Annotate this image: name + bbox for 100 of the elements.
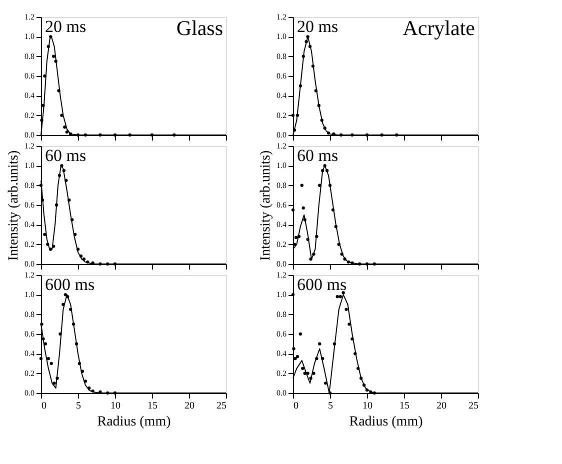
x-tick-label: 15 (400, 400, 410, 412)
x-tick-label: 20 (184, 400, 194, 412)
x-tick-label: 5 (76, 400, 81, 412)
point (360, 376, 363, 380)
point (311, 64, 315, 68)
point (62, 169, 66, 172)
point (62, 302, 65, 306)
y-tick-label: 0.0 (276, 388, 286, 398)
point (150, 133, 154, 137)
y-tick-label: 0.4 (24, 349, 34, 358)
y-tick-label: 0.2 (276, 110, 286, 120)
point (46, 357, 50, 360)
point (294, 357, 297, 360)
y-tick-label: 0.8 (276, 52, 286, 61)
point (365, 262, 369, 266)
point (306, 35, 310, 38)
point (54, 203, 58, 207)
point (298, 84, 302, 88)
point (79, 254, 83, 258)
x-tick-label: 15 (148, 400, 158, 412)
point (343, 258, 346, 261)
point (338, 295, 342, 298)
y-tick-label: 1.0 (24, 161, 34, 170)
x-tick-label: 25 (468, 400, 478, 412)
point (326, 131, 330, 135)
chart-title: 20 ms (297, 17, 338, 36)
y-tick-label: 0.0 (24, 388, 34, 398)
y-tick-label: 0.2 (276, 240, 286, 249)
point (358, 262, 362, 266)
point (315, 234, 318, 238)
point (320, 118, 324, 122)
point (76, 248, 80, 251)
point (324, 382, 328, 385)
point (372, 262, 376, 266)
y-tick-label: 1.0 (276, 32, 286, 42)
point (321, 357, 324, 360)
point (296, 114, 300, 117)
point (113, 133, 117, 137)
point (395, 133, 398, 137)
x-tick-label: 10 (362, 400, 372, 412)
point (365, 133, 369, 137)
x-axis-title: Radius (mm) (97, 414, 172, 430)
point (323, 164, 326, 168)
point (42, 337, 45, 340)
point (344, 308, 348, 311)
y-tick-label: 1.0 (24, 290, 34, 300)
point (49, 35, 52, 38)
point (44, 342, 48, 346)
point (309, 376, 312, 380)
point (348, 322, 351, 326)
point (340, 252, 344, 256)
point (323, 126, 326, 130)
point (52, 54, 56, 58)
point (346, 260, 350, 264)
y-tick-label: 0.0 (276, 130, 286, 140)
point (342, 291, 345, 294)
point (64, 178, 68, 182)
chart-title: 60 ms (45, 146, 86, 165)
y-tick-label: 0.0 (276, 260, 286, 268)
point (66, 295, 70, 298)
point (303, 218, 306, 222)
point (46, 44, 50, 48)
y-tick-label: 0.4 (276, 91, 286, 100)
chart-title: 600 ms (45, 275, 95, 294)
point (113, 262, 117, 266)
point (336, 295, 339, 298)
y-tick-label: 0.8 (24, 180, 34, 190)
y-tick-label: 1.2 (24, 12, 34, 22)
y-tick-label: 1.0 (276, 161, 286, 170)
point (40, 118, 44, 122)
point (332, 342, 336, 346)
point (78, 362, 82, 366)
chart-title: 20 ms (45, 17, 86, 36)
point (291, 293, 295, 296)
point (301, 366, 304, 370)
point (60, 114, 64, 117)
point (294, 236, 298, 240)
y-tick-label: 0.2 (24, 240, 34, 249)
point (128, 133, 132, 137)
y-tick-label: 0.6 (276, 330, 286, 338)
point (49, 248, 52, 251)
point (39, 184, 43, 187)
point (325, 169, 329, 172)
point (70, 218, 74, 222)
point (172, 133, 176, 137)
point (312, 372, 316, 375)
x-axis-title: Radius (mm) (349, 414, 424, 430)
x-tick-label: 5 (328, 400, 333, 412)
y-tick-label: 0.4 (24, 91, 34, 100)
point (291, 114, 295, 117)
point (43, 74, 46, 78)
y-tick-label: 0.8 (276, 310, 286, 319)
point (54, 60, 58, 63)
point (331, 208, 335, 212)
point (63, 126, 66, 129)
point (80, 370, 84, 373)
point (350, 133, 354, 137)
y-tick-label: 0.0 (24, 260, 34, 268)
point (372, 391, 376, 395)
y-tick-label: 1.0 (24, 32, 34, 42)
